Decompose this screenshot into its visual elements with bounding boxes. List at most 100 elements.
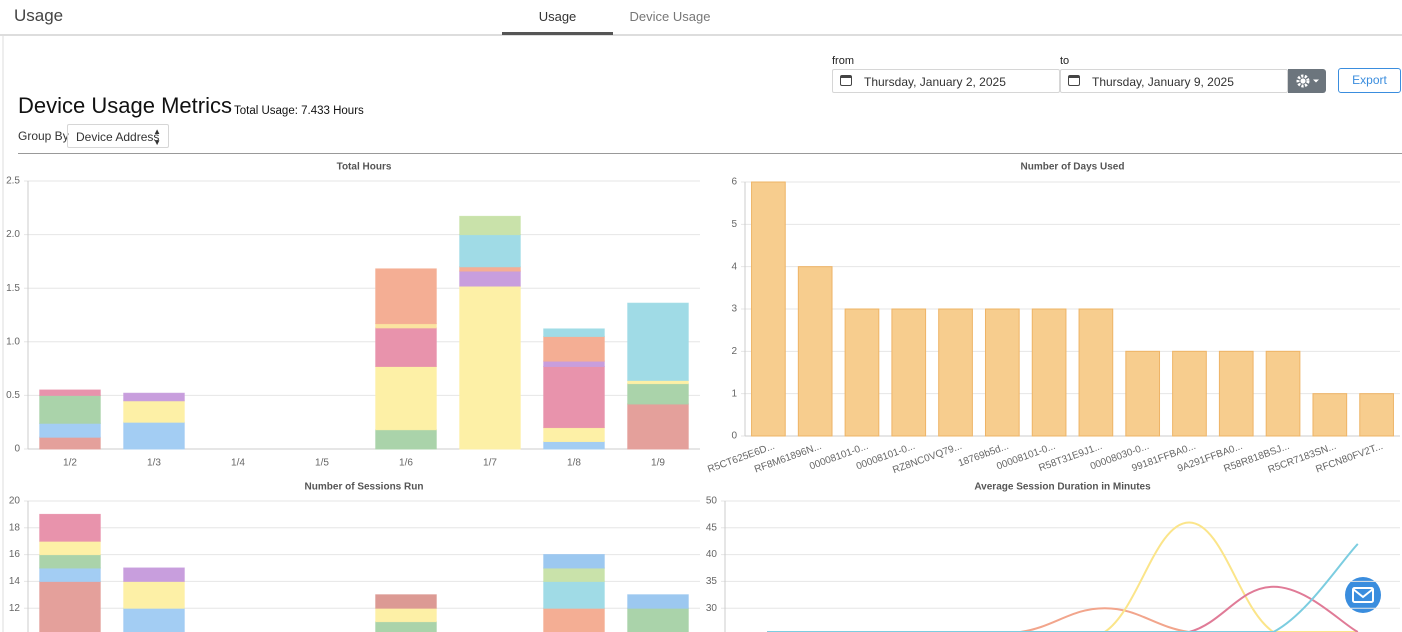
x-tick-label: 1/8 <box>567 458 581 469</box>
group-by-label: Group By <box>18 129 69 143</box>
line-series <box>767 607 1358 632</box>
bar-segment <box>375 594 437 609</box>
y-tick-label: 30 <box>706 603 718 614</box>
line-series <box>767 521 1358 632</box>
bar-segment <box>543 328 605 337</box>
bar-segment <box>627 302 689 381</box>
x-tick-label: 1/2 <box>63 458 77 469</box>
y-tick-label: 45 <box>706 522 718 533</box>
y-tick-label: 1 <box>731 388 737 399</box>
bar-segment <box>459 270 521 287</box>
bar-segment <box>459 266 521 272</box>
tab[interactable]: Usage <box>538 9 577 24</box>
bar-segment <box>543 580 605 609</box>
y-tick-label: 50 <box>706 496 718 507</box>
bar-segment <box>459 215 521 236</box>
bar-segment <box>375 621 437 632</box>
bar-segment <box>375 268 437 325</box>
bar-segment <box>459 234 521 268</box>
y-tick-label: 4 <box>731 261 737 272</box>
chart-title: Number of Sessions Run <box>305 482 424 493</box>
bar <box>891 308 927 437</box>
bar-segment <box>627 383 689 405</box>
bar-segment <box>39 394 101 424</box>
x-tick-label: 1/4 <box>231 458 245 469</box>
x-tick-label: 1/5 <box>315 458 329 469</box>
bar-segment <box>543 607 605 632</box>
total-usage: Total Usage: 7.433 Hours <box>234 105 364 117</box>
y-tick-label: 12 <box>9 603 21 614</box>
bar-segment <box>375 323 437 329</box>
bar <box>1218 350 1254 437</box>
y-tick-label: 14 <box>9 576 21 587</box>
bar-segment <box>543 440 605 450</box>
group-by-select[interactable]: Device Address ▲ ▼ <box>67 124 169 148</box>
from-date-text: Thursday, January 2, 2025 <box>864 75 1006 89</box>
bar-segment <box>39 422 101 438</box>
chart-title: Total Hours <box>337 162 392 173</box>
bar-segment <box>39 567 101 582</box>
line-series <box>767 585 1359 632</box>
from-date[interactable]: Thursday, January 2, 2025 <box>832 69 1060 93</box>
gear-icon <box>1296 74 1319 88</box>
bar-segment <box>543 335 605 362</box>
y-tick-label: 0 <box>14 444 20 455</box>
x-tick-label: 1/7 <box>483 458 497 469</box>
select-arrows: ▲ ▼ <box>153 127 161 147</box>
y-tick-label: 1.5 <box>6 283 20 294</box>
y-tick-label: 2.5 <box>6 176 20 187</box>
bar-segment <box>543 360 605 367</box>
bar-segment <box>375 365 437 431</box>
bar-segment <box>543 567 605 582</box>
y-tick-label: 5 <box>731 219 737 230</box>
bar-segment <box>39 513 101 542</box>
to-label: to <box>1060 55 1070 67</box>
bar-segment <box>627 607 689 632</box>
bar <box>1312 393 1348 437</box>
bar-segment <box>123 400 185 423</box>
y-tick-label: 3 <box>731 304 737 315</box>
bar-segment <box>123 392 185 402</box>
page-heading: Device Usage Metrics <box>18 93 232 118</box>
export-text: Export <box>1352 73 1387 87</box>
y-tick-label: 40 <box>706 549 718 560</box>
y-tick-label: 0.5 <box>6 390 20 401</box>
y-tick-label: 2 <box>731 346 737 357</box>
bar <box>797 266 833 437</box>
to-date-text: Thursday, January 9, 2025 <box>1092 75 1234 89</box>
chart-title: Average Session Duration in Minutes <box>974 482 1151 493</box>
tab[interactable]: Device Usage <box>629 9 711 24</box>
bar-segment <box>123 607 185 632</box>
settings-button[interactable] <box>1288 69 1326 93</box>
y-tick-label: 2.0 <box>6 229 20 240</box>
bar-segment <box>459 285 521 450</box>
x-tick-label: 1/3 <box>147 458 161 469</box>
bar-segment <box>627 403 689 450</box>
y-tick-label: 6 <box>731 177 737 188</box>
to-date[interactable]: Thursday, January 9, 2025 <box>1060 69 1288 93</box>
bar <box>1125 350 1161 437</box>
bar-segment <box>39 389 101 396</box>
calendar-icon <box>840 75 852 86</box>
bar-segment <box>375 429 437 450</box>
bar <box>1031 308 1067 437</box>
bar-segment <box>123 567 185 582</box>
mail-button[interactable] <box>1345 577 1381 613</box>
export-button[interactable]: Export <box>1338 68 1401 93</box>
mail-icon <box>1352 587 1374 603</box>
from-label: from <box>832 55 854 67</box>
y-tick-label: 1.0 <box>6 336 20 347</box>
y-tick-label: 0 <box>731 431 737 442</box>
calendar-icon <box>1068 75 1080 86</box>
bar-segment <box>627 594 689 609</box>
y-tick-label: 20 <box>9 496 21 507</box>
group-by-value: Device Address <box>76 130 160 144</box>
bar-segment <box>39 540 101 556</box>
y-tick-label: 35 <box>706 576 718 587</box>
bar-segment <box>39 436 101 450</box>
bar-segment <box>123 421 185 450</box>
bar-segment <box>123 580 185 609</box>
bar <box>1359 393 1394 437</box>
